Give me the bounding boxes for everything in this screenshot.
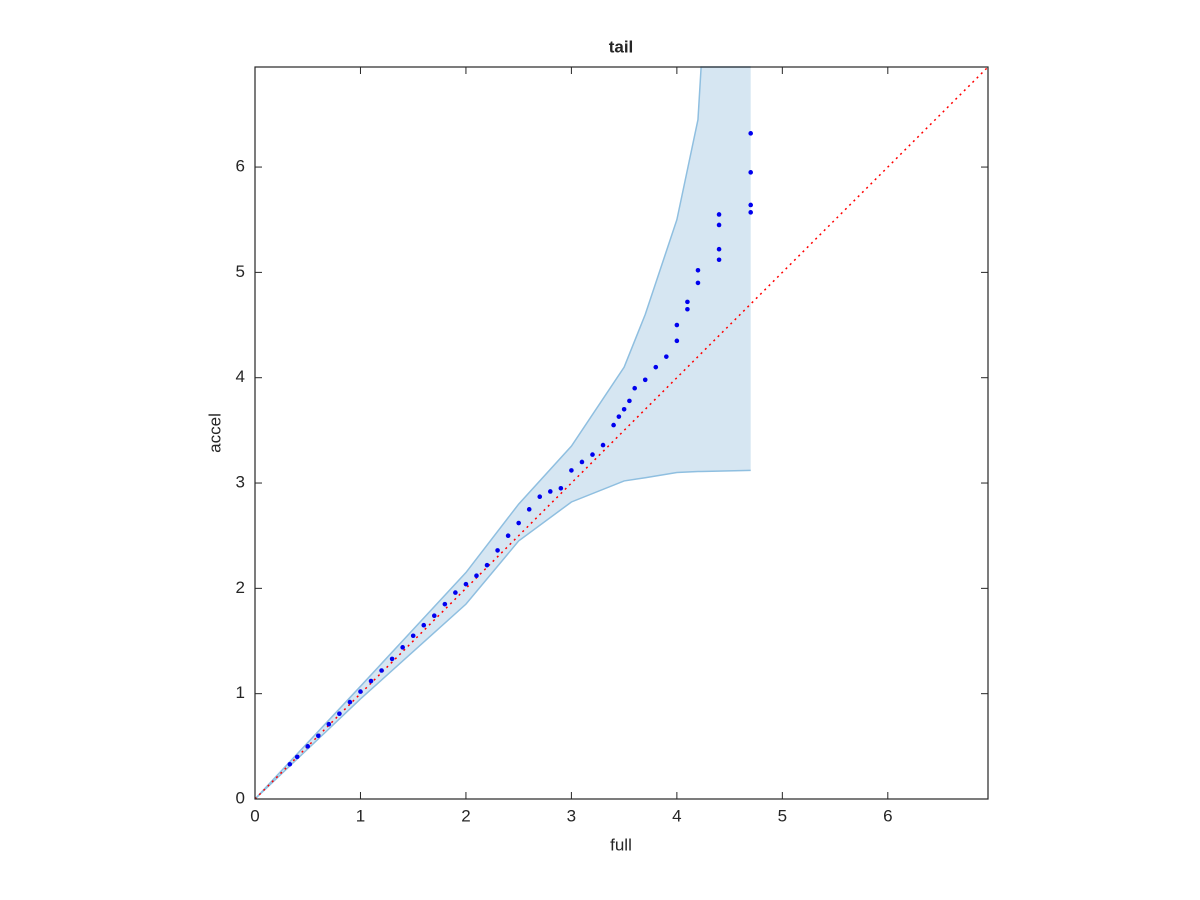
point <box>287 761 293 767</box>
point <box>347 699 353 705</box>
point <box>463 581 469 587</box>
point <box>442 601 448 607</box>
point <box>627 398 632 404</box>
point <box>337 711 342 716</box>
point <box>748 170 753 175</box>
point <box>315 733 321 739</box>
x-tick-label: 1 <box>356 806 365 825</box>
point <box>695 267 701 273</box>
point <box>358 689 363 694</box>
point <box>616 414 622 419</box>
x-tick-label: 6 <box>883 806 892 825</box>
x-tick-label: 0 <box>250 806 259 825</box>
point <box>421 622 427 628</box>
point <box>579 459 585 465</box>
y-tick-label: 0 <box>236 788 245 807</box>
point <box>400 645 405 650</box>
point <box>748 202 753 208</box>
axes-box <box>254 66 989 800</box>
point <box>674 322 680 328</box>
point <box>685 299 690 305</box>
point <box>664 354 669 359</box>
point <box>590 452 595 457</box>
y-tick-label: 2 <box>236 578 245 597</box>
reference-line <box>254 66 989 800</box>
y-tick-label: 1 <box>236 683 245 702</box>
point <box>379 668 384 673</box>
point <box>653 364 659 370</box>
point <box>558 485 564 491</box>
band-lower <box>254 469 751 800</box>
point <box>600 442 606 448</box>
point <box>474 573 479 579</box>
point <box>621 407 627 412</box>
point <box>431 613 437 619</box>
point <box>748 131 753 136</box>
point <box>368 678 374 684</box>
y-axis-label: accel <box>205 413 224 453</box>
y-tick-label: 4 <box>236 367 245 386</box>
band-upper <box>254 66 751 800</box>
x-tick-label: 2 <box>461 806 470 825</box>
point <box>674 338 680 344</box>
point <box>569 468 574 473</box>
point <box>611 422 616 428</box>
x-axis-label: full <box>610 835 632 854</box>
x-tick-label: 3 <box>567 806 576 825</box>
point <box>642 377 648 383</box>
y-tick-label: 5 <box>236 262 245 281</box>
point <box>326 721 332 727</box>
point <box>484 562 490 568</box>
point <box>453 590 458 595</box>
point <box>685 306 690 312</box>
point <box>716 257 722 263</box>
point <box>548 489 553 494</box>
point <box>516 520 521 526</box>
point <box>495 548 500 553</box>
point <box>716 246 722 252</box>
point <box>748 210 753 215</box>
y-tick-label: 3 <box>236 473 245 492</box>
point <box>537 494 543 500</box>
chart-title: tail <box>609 37 634 56</box>
point <box>632 385 637 391</box>
point <box>294 754 300 760</box>
x-tick-label: 5 <box>778 806 787 825</box>
point <box>389 656 395 662</box>
point <box>410 633 416 639</box>
y-tick-label: 6 <box>236 157 245 176</box>
point <box>505 533 511 538</box>
x-tick-label: 4 <box>672 806 681 825</box>
point <box>695 280 701 286</box>
point <box>305 744 311 749</box>
confidence-band <box>255 67 751 799</box>
point <box>716 222 722 228</box>
point <box>716 212 722 217</box>
point <box>526 507 532 512</box>
